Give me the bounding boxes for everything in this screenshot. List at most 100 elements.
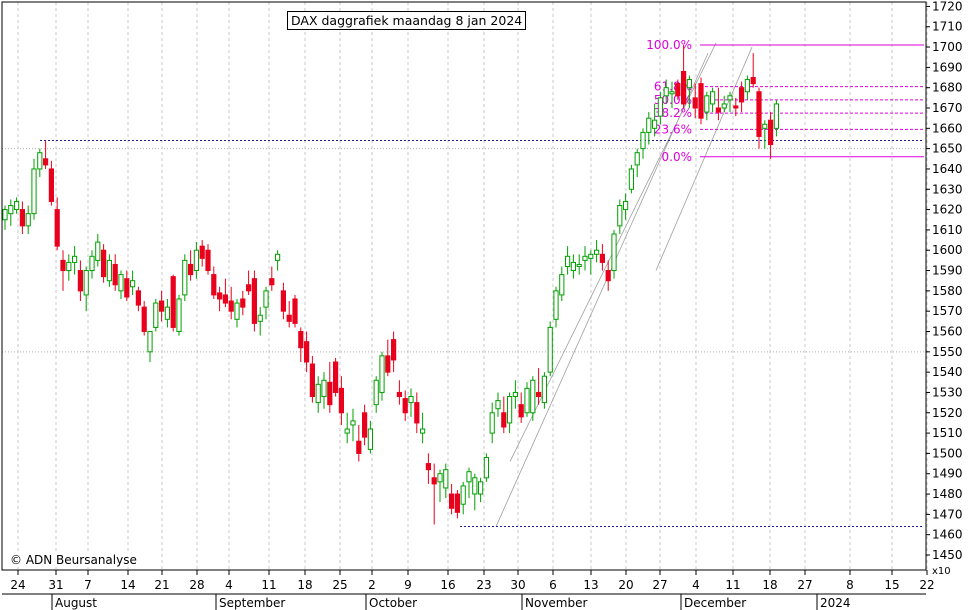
candle bbox=[443, 463, 449, 499]
candle-body bbox=[77, 270, 84, 292]
candle bbox=[646, 112, 652, 145]
support-levels bbox=[40, 140, 924, 528]
candle bbox=[14, 197, 20, 214]
candle-body bbox=[559, 274, 565, 296]
candle bbox=[251, 270, 258, 332]
candle-body bbox=[298, 331, 304, 349]
candle-body bbox=[217, 292, 223, 300]
candle bbox=[228, 286, 234, 320]
candle-body bbox=[118, 274, 124, 292]
candle-body bbox=[570, 261, 576, 272]
candle-body bbox=[501, 412, 507, 428]
y-tick-label: 1550 bbox=[932, 345, 963, 359]
chart-title: DAX daggrafiek maandag 8 jan 2024 bbox=[287, 11, 527, 30]
y-tick-label: 1680 bbox=[932, 81, 963, 95]
candle-body bbox=[205, 249, 211, 272]
candle-body bbox=[692, 97, 698, 109]
x-tick-label: 9 bbox=[404, 578, 412, 592]
candle-body bbox=[350, 420, 356, 426]
candle-body bbox=[518, 404, 524, 418]
candle bbox=[553, 286, 559, 328]
y-tick-label: 1620 bbox=[932, 203, 963, 217]
candle bbox=[263, 286, 269, 320]
candle-body bbox=[263, 290, 269, 308]
candle-body bbox=[681, 70, 687, 105]
candle bbox=[118, 270, 124, 299]
candle-body bbox=[164, 306, 171, 320]
candle-body bbox=[54, 209, 60, 247]
candle-body bbox=[594, 249, 600, 255]
candle bbox=[66, 254, 72, 281]
channel-line-inner bbox=[655, 46, 753, 271]
candle-body bbox=[66, 261, 72, 272]
candle-body bbox=[408, 396, 414, 404]
y-tick-label: 1500 bbox=[932, 446, 963, 460]
candle bbox=[72, 246, 78, 275]
candle-body bbox=[269, 278, 275, 286]
candle bbox=[559, 266, 565, 302]
candle bbox=[391, 331, 397, 373]
candle bbox=[570, 254, 576, 279]
candle-body bbox=[101, 249, 107, 278]
candle-body bbox=[246, 284, 252, 292]
candle bbox=[489, 402, 495, 444]
candle-body bbox=[159, 300, 165, 312]
candle-body bbox=[124, 278, 130, 298]
x-tick-label: 18 bbox=[762, 578, 777, 592]
candle bbox=[257, 307, 263, 336]
candle-body bbox=[582, 255, 588, 261]
candle bbox=[628, 164, 634, 194]
candle bbox=[768, 112, 774, 159]
candle bbox=[31, 158, 37, 220]
x-tick-label: 13 bbox=[583, 578, 598, 592]
candle bbox=[240, 290, 246, 316]
candle-body bbox=[710, 91, 716, 105]
candle-body bbox=[686, 79, 692, 89]
candle bbox=[135, 286, 142, 312]
y-tick-label: 1490 bbox=[932, 467, 963, 481]
candle-body bbox=[304, 341, 310, 363]
candle bbox=[437, 469, 443, 503]
candle bbox=[414, 392, 420, 434]
candle-body bbox=[669, 91, 675, 95]
candle bbox=[530, 376, 536, 421]
candle-body bbox=[315, 383, 321, 404]
candle-body bbox=[605, 270, 611, 282]
candle bbox=[95, 233, 101, 267]
y-tick-label: 1670 bbox=[932, 101, 963, 115]
x-tick-label: 6 bbox=[549, 578, 557, 592]
candle bbox=[518, 392, 524, 423]
candle-body bbox=[188, 263, 194, 276]
candle-body bbox=[234, 302, 240, 320]
candle bbox=[309, 355, 315, 403]
x-tick-label: 28 bbox=[189, 578, 204, 592]
candle bbox=[83, 266, 89, 312]
candle-body bbox=[652, 119, 658, 129]
candle-body bbox=[321, 379, 327, 398]
y-tick-label: 1690 bbox=[932, 60, 963, 74]
y-tick-label: 1560 bbox=[932, 325, 963, 339]
candle bbox=[25, 205, 31, 234]
month-label: October bbox=[369, 596, 417, 610]
candle bbox=[495, 392, 501, 417]
candle-body bbox=[524, 387, 530, 414]
candle bbox=[246, 270, 252, 295]
candle bbox=[652, 103, 658, 137]
x-tick-label: 4 bbox=[692, 578, 700, 592]
y-tick-label: 1650 bbox=[932, 142, 963, 156]
fibonacci-levels: 100.0%61.8%50.0%38.2%23.6%0.0% bbox=[646, 38, 924, 164]
y-tick-label: 1580 bbox=[932, 284, 963, 298]
candle-body bbox=[704, 95, 710, 113]
x-tick-label: 11 bbox=[725, 578, 740, 592]
candle bbox=[588, 250, 594, 275]
candle-body bbox=[275, 253, 281, 261]
candle-body bbox=[37, 152, 43, 170]
candle-body bbox=[25, 213, 31, 227]
candle bbox=[721, 95, 727, 113]
candle-body bbox=[89, 255, 95, 272]
candle bbox=[292, 294, 298, 328]
candle bbox=[43, 140, 49, 169]
candle-body bbox=[95, 241, 101, 261]
x-tick-label: 18 bbox=[297, 578, 312, 592]
